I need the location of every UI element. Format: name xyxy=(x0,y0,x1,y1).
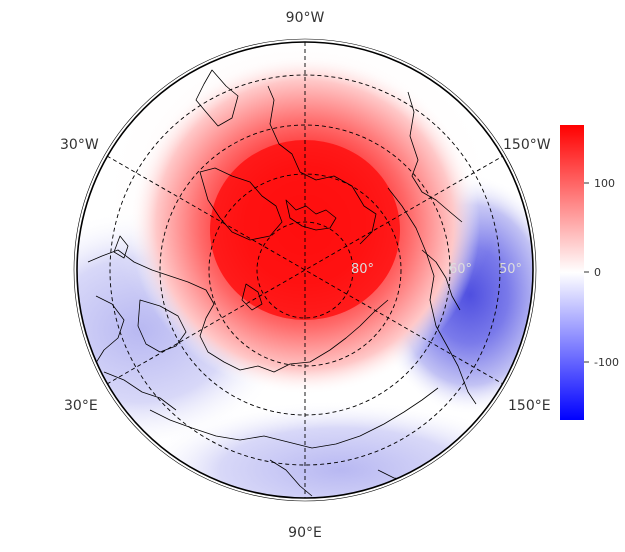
colorbar-label-neg100: -100 xyxy=(594,356,619,369)
colorbar-label-100: 100 xyxy=(594,177,615,190)
lat-label-80: 80° xyxy=(351,262,374,277)
lon-label-top: 90°W xyxy=(286,10,325,26)
coastlines xyxy=(85,69,477,497)
lat-label-50: 50° xyxy=(499,262,522,277)
hudson-bay-coast xyxy=(195,69,239,127)
low-anomaly-south xyxy=(140,400,533,498)
lat-circle-80 xyxy=(256,221,354,319)
lon-label-lower-right: 150°E xyxy=(508,398,551,414)
scandinavia-coast xyxy=(137,299,187,353)
meridian-30e-150w xyxy=(106,155,504,385)
arctic-islands-coast xyxy=(285,199,337,231)
canadian-archipelago-coast xyxy=(267,85,377,245)
novaya-zemlya-coast xyxy=(241,283,263,311)
colorbar: 100 0 -100 xyxy=(560,125,619,420)
greenland-coast xyxy=(199,167,283,241)
map-outer-ring xyxy=(73,38,537,502)
meridian-30w-150e xyxy=(106,155,504,385)
map-boundary xyxy=(76,41,534,499)
high-anomaly-center xyxy=(210,140,400,320)
iceland-coast xyxy=(113,235,129,259)
alaska-coast xyxy=(407,91,463,223)
lon-label-lower-left: 30°E xyxy=(64,398,98,414)
graticule xyxy=(106,42,504,498)
india-coast xyxy=(269,459,313,497)
colorbar-label-0: 0 xyxy=(594,266,601,279)
asia-south-border xyxy=(149,387,439,449)
lon-label-upper-right: 150°W xyxy=(503,137,551,153)
lon-label-bottom: 90°E xyxy=(288,525,322,541)
lat-circle-50 xyxy=(109,74,501,466)
anomaly-field xyxy=(77,42,533,498)
lon-label-upper-left: 30°W xyxy=(60,137,99,153)
lat-label-60: 60° xyxy=(449,262,472,277)
colorbar-ramp xyxy=(560,125,584,420)
siberia-pacific-coast xyxy=(387,187,477,405)
eurasia-north-coast xyxy=(87,249,389,373)
kamchatka-coast xyxy=(421,249,461,311)
middle-east-border xyxy=(103,371,177,411)
